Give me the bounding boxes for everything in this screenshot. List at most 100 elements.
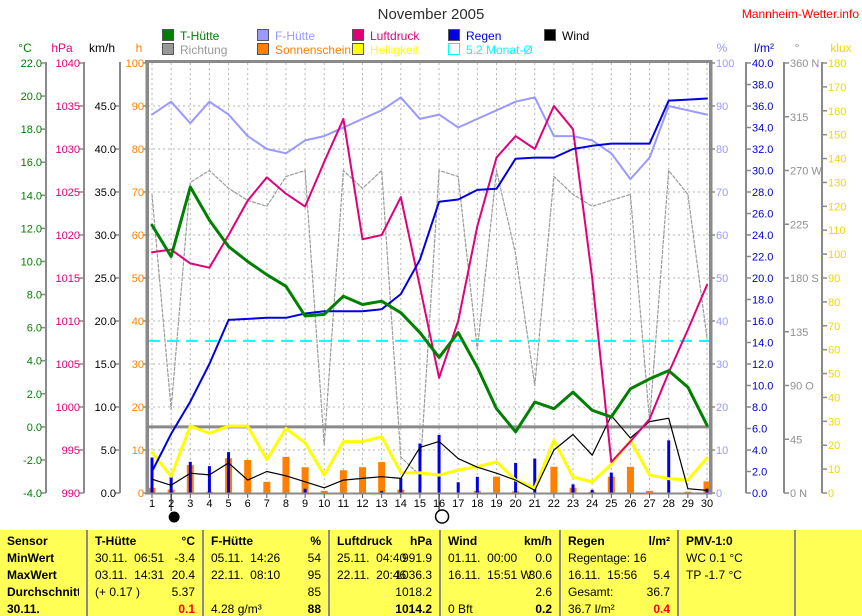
axis-wind-tick-label: 40.0 (95, 144, 116, 156)
axis-temp-tick-label: 16.0 (21, 157, 42, 169)
axis-hours-tick-label: 20 (132, 402, 144, 414)
axis-temp-tick-label: 12.0 (21, 223, 42, 235)
col-unit: km/h (523, 534, 552, 548)
axis-rain-tick-label: 8.0 (752, 402, 767, 414)
x-label-day: 29 (682, 498, 694, 510)
cell-value: 0.2 (535, 602, 552, 616)
axis-klux-tick-label: 30 (828, 416, 840, 428)
col-unit: °C (181, 534, 195, 548)
col-title: F-Hütte (211, 534, 253, 548)
axis-hours-tick-label: 10 (132, 445, 144, 457)
axis-direction-tick-label: 225 (790, 219, 808, 231)
legend-swatch-icon (352, 29, 364, 41)
axis-direction-tick-label: 135 (790, 327, 808, 339)
axis-rain-tick-label: 6.0 (752, 424, 767, 436)
axis-klux-tick-label: 100 (828, 249, 846, 261)
new-moon-icon (168, 511, 180, 523)
legend-item-row1-4: Wind (544, 29, 589, 43)
axis-rain-tick-label: 22.0 (752, 252, 773, 264)
axis-pressure-tick-label: 1005 (56, 359, 80, 371)
axis-temp-unit: °C (18, 41, 32, 55)
legend-item-row1-3: Regen (448, 29, 501, 43)
axis-direction-tick-label: 0 N (790, 488, 807, 500)
stats-col-f-huette: F-Hütte% 05.11. 14:26 54 22.11. 08:10 95 85 4.… (204, 530, 330, 616)
axis-wind-tick-label: 15.0 (95, 359, 116, 371)
legend-label: 5.2 Monat-Ø (466, 43, 533, 57)
stats-col-sensor: Sensor MinWert MaxWert Durchschnitt 30.11. (0, 530, 88, 616)
cell-label: 36.7 l/m² (568, 602, 615, 616)
cell-value: 1014.2 (395, 602, 432, 616)
x-label-day: 24 (586, 498, 598, 510)
cell-label: TP -1.7 °C (686, 568, 742, 582)
cell-value: 85 (307, 585, 321, 599)
legend-swatch-icon (162, 29, 174, 41)
x-label-day: 14 (395, 498, 407, 510)
axis-hours-unit: h (136, 41, 143, 55)
plot-frame (145, 60, 713, 495)
axis-klux-tick-label: 140 (828, 154, 846, 166)
axis-hours-tick-label: 30 (132, 359, 144, 371)
legend-item-row2-0: Richtung (162, 43, 228, 57)
axis-pressure-tick-label: 1030 (56, 144, 80, 156)
axis-hours-tick-label: 80 (132, 144, 144, 156)
axis-rain-tick-label: 18.0 (752, 295, 773, 307)
axis-temp-tick-label: 20.0 (21, 91, 42, 103)
cell-label: 01.11. 00:00 (448, 551, 518, 565)
axis-percent-tick-label: 10 (716, 445, 728, 457)
cell-value: 2.6 (535, 585, 552, 599)
site-link[interactable]: Mannheim-Wetter.info (741, 7, 859, 21)
x-label-day: 15 (414, 498, 426, 510)
legend-swatch-icon (352, 43, 364, 55)
axis-klux-tick-label: 60 (828, 345, 840, 357)
axis-hours-tick-label: 100 (126, 58, 144, 70)
x-label-day: 3 (187, 498, 193, 510)
cell-value: 88 (307, 602, 321, 616)
axis-rain-tick-label: 4.0 (752, 445, 767, 457)
x-label-day: 1 (149, 498, 155, 510)
page-title: November 2005 (377, 6, 485, 23)
axis-klux: 1801701601501401301201101009080706050403… (821, 41, 852, 500)
legend-label: Richtung (180, 43, 228, 57)
cell-label: (+ 0.17 ) (95, 585, 141, 599)
axis-percent-tick-label: 100 (716, 58, 734, 70)
axis-klux-tick-label: 0 (828, 488, 834, 500)
axis-rain-tick-label: 0.0 (752, 488, 767, 500)
x-label-day: 13 (376, 498, 388, 510)
axis-temp-tick-label: 8.0 (27, 290, 42, 302)
axis-wind-unit: km/h (89, 41, 115, 55)
axis-percent-tick-label: 80 (716, 144, 728, 156)
axis-rain-tick-label: 14.0 (752, 338, 773, 350)
axis-temp-tick-label: -4.0 (23, 488, 42, 500)
axis-pressure-unit: hPa (51, 41, 73, 55)
axis-klux-tick-label: 10 (828, 464, 840, 476)
cell-label: Regentage: 16 (568, 551, 647, 565)
axis-direction-tick-label: 315 (790, 112, 808, 124)
x-label-day: 11 (338, 498, 349, 510)
stats-col-luftdruck: Luftdruck hPa 25.11. 04:40 991.9 22.11. 20:4… (330, 530, 441, 616)
row-header: Durchschnitt (7, 585, 79, 599)
axis-hours-tick-label: 0 (138, 488, 144, 500)
axis-direction-tick-label: 360 N (790, 58, 819, 70)
x-label-day: 17 (452, 498, 464, 510)
axis-wind: 45.0 40.0 35.0 30.0 25.0 20.0 15.0 10.0 5.0 0.0 km… (89, 41, 121, 500)
axis-pressure: 1040 1035 1030 1025 1020 1015 1010 1005 1000 995 9… (51, 41, 85, 500)
legend-item-row1-1: F-Hütte (257, 29, 315, 43)
axis-wind-tick-label: 0.0 (101, 488, 116, 500)
axis-direction-tick-label: 90 O (790, 381, 814, 393)
legend-item-row2-2: Helligkeit (352, 43, 419, 57)
cell-label: 4.28 g/m³ (211, 602, 262, 616)
axis-temp-tick-label: 0.0 (27, 422, 42, 434)
axis-percent-tick-label: 30 (716, 359, 728, 371)
cell-label: WC 0.1 °C (686, 551, 743, 565)
axis-pressure-tick-label: 1020 (56, 230, 80, 242)
cell-value: 1036.3 (395, 568, 432, 582)
cell-value: 0.0 (535, 551, 552, 565)
row-header: MinWert (7, 551, 55, 565)
legend-label: Luftdruck (370, 29, 420, 43)
cell-label: 30.11. 06:51 (95, 551, 165, 565)
series-regen-tag (150, 434, 709, 493)
axis-klux-unit: klux (830, 41, 851, 55)
axis-hours-tick-label: 60 (132, 230, 144, 242)
axis-rain-tick-label: 20.0 (752, 273, 773, 285)
col-unit: l/m² (648, 534, 670, 548)
